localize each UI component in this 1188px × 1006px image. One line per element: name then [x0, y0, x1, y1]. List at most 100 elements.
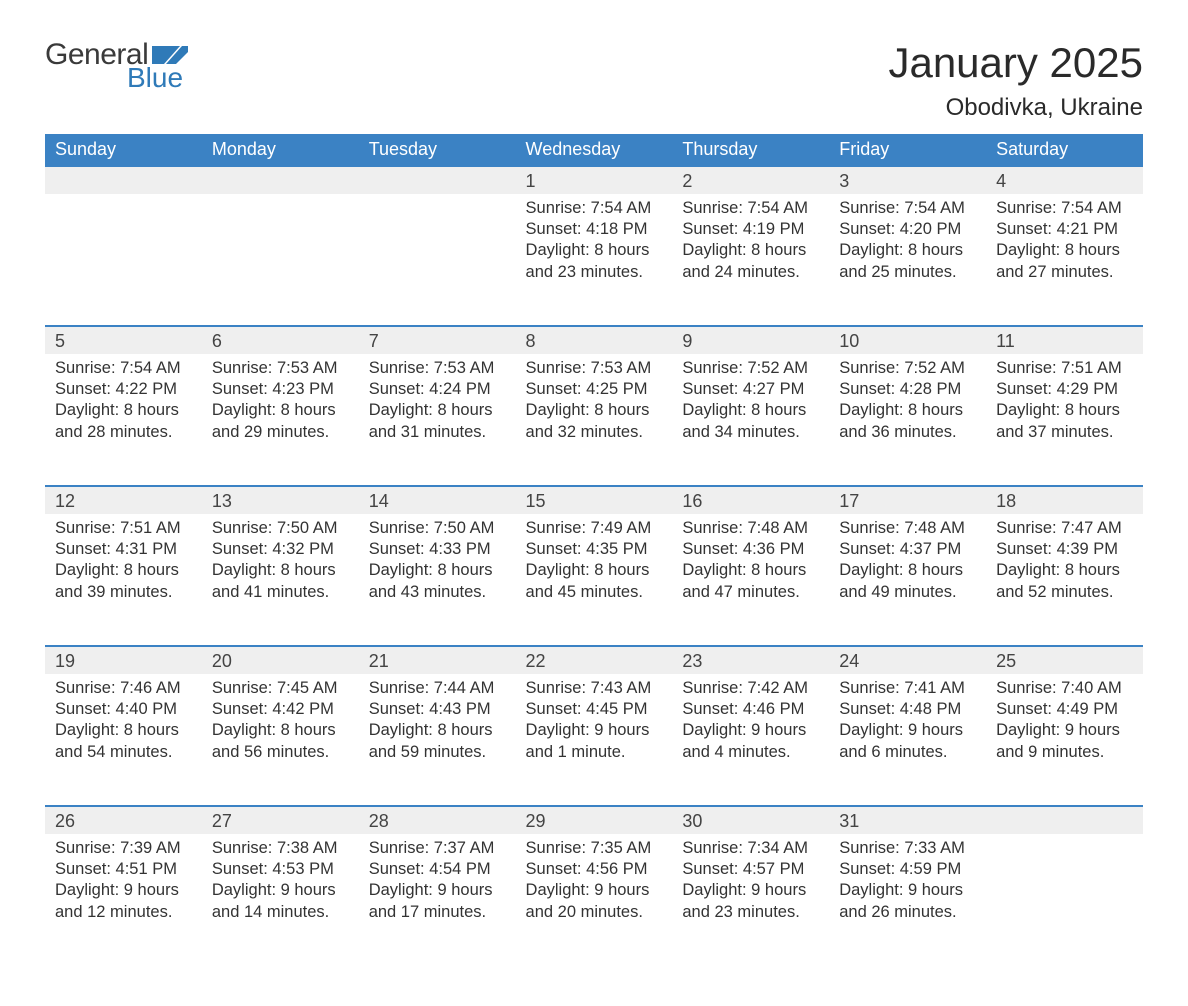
day-number-cell: 7	[359, 326, 516, 354]
day-line: Sunrise: 7:51 AM	[55, 518, 192, 539]
day-line: Daylight: 8 hours	[682, 240, 819, 261]
day-number-cell: 12	[45, 486, 202, 514]
day-line: Daylight: 8 hours	[55, 720, 192, 741]
day-cell: Sunrise: 7:50 AMSunset: 4:32 PMDaylight:…	[202, 514, 359, 646]
day-content: Sunrise: 7:54 AMSunset: 4:20 PMDaylight:…	[829, 194, 986, 290]
day-line: Sunset: 4:22 PM	[55, 379, 192, 400]
day-number-cell: 3	[829, 166, 986, 194]
day-content: Sunrise: 7:52 AMSunset: 4:28 PMDaylight:…	[829, 354, 986, 450]
day-number-cell: 1	[516, 166, 673, 194]
day-number-cell: 2	[672, 166, 829, 194]
day-cell: Sunrise: 7:47 AMSunset: 4:39 PMDaylight:…	[986, 514, 1143, 646]
day-content: Sunrise: 7:52 AMSunset: 4:27 PMDaylight:…	[672, 354, 829, 450]
day-line: and 26 minutes.	[839, 902, 976, 923]
day-cell: Sunrise: 7:51 AMSunset: 4:31 PMDaylight:…	[45, 514, 202, 646]
day-line: Daylight: 8 hours	[526, 240, 663, 261]
day-content: Sunrise: 7:48 AMSunset: 4:36 PMDaylight:…	[672, 514, 829, 610]
day-number-cell: 27	[202, 806, 359, 834]
day-line: Daylight: 8 hours	[212, 720, 349, 741]
day-line: and 23 minutes.	[682, 902, 819, 923]
day-line: Sunrise: 7:41 AM	[839, 678, 976, 699]
day-number-cell: 21	[359, 646, 516, 674]
day-cell: Sunrise: 7:38 AMSunset: 4:53 PMDaylight:…	[202, 834, 359, 966]
day-cell: Sunrise: 7:33 AMSunset: 4:59 PMDaylight:…	[829, 834, 986, 966]
day-line: Daylight: 8 hours	[55, 560, 192, 581]
day-number-cell: 6	[202, 326, 359, 354]
day-line: Sunrise: 7:34 AM	[682, 838, 819, 859]
day-number-cell: 5	[45, 326, 202, 354]
day-line: Sunset: 4:53 PM	[212, 859, 349, 880]
day-line: and 59 minutes.	[369, 742, 506, 763]
day-number-cell: 26	[45, 806, 202, 834]
day-content: Sunrise: 7:54 AMSunset: 4:18 PMDaylight:…	[516, 194, 673, 290]
day-number-cell: 22	[516, 646, 673, 674]
day-number-cell	[986, 806, 1143, 834]
day-cell: Sunrise: 7:37 AMSunset: 4:54 PMDaylight:…	[359, 834, 516, 966]
day-line: and 24 minutes.	[682, 262, 819, 283]
day-line: Sunset: 4:42 PM	[212, 699, 349, 720]
day-line: and 29 minutes.	[212, 422, 349, 443]
day-number-cell: 24	[829, 646, 986, 674]
day-content: Sunrise: 7:51 AMSunset: 4:29 PMDaylight:…	[986, 354, 1143, 450]
day-cell: Sunrise: 7:43 AMSunset: 4:45 PMDaylight:…	[516, 674, 673, 806]
day-line: Sunset: 4:46 PM	[682, 699, 819, 720]
day-number-cell: 11	[986, 326, 1143, 354]
day-line: Sunrise: 7:42 AM	[682, 678, 819, 699]
day-line: Sunrise: 7:40 AM	[996, 678, 1133, 699]
day-number-cell	[359, 166, 516, 194]
day-line: and 17 minutes.	[369, 902, 506, 923]
day-line: Sunrise: 7:50 AM	[369, 518, 506, 539]
day-line: and 12 minutes.	[55, 902, 192, 923]
day-cell: Sunrise: 7:50 AMSunset: 4:33 PMDaylight:…	[359, 514, 516, 646]
day-line: Daylight: 8 hours	[839, 240, 976, 261]
day-line: and 9 minutes.	[996, 742, 1133, 763]
day-cell: Sunrise: 7:54 AMSunset: 4:20 PMDaylight:…	[829, 194, 986, 326]
page-header: General Blue January 2025 Obodivka, Ukra…	[45, 40, 1143, 122]
day-line: Sunset: 4:39 PM	[996, 539, 1133, 560]
day-content: Sunrise: 7:44 AMSunset: 4:43 PMDaylight:…	[359, 674, 516, 770]
day-cell: Sunrise: 7:51 AMSunset: 4:29 PMDaylight:…	[986, 354, 1143, 486]
day-content: Sunrise: 7:45 AMSunset: 4:42 PMDaylight:…	[202, 674, 359, 770]
day-line: Daylight: 9 hours	[526, 880, 663, 901]
day-line: Sunset: 4:36 PM	[682, 539, 819, 560]
day-number-cell: 8	[516, 326, 673, 354]
day-cell: Sunrise: 7:54 AMSunset: 4:22 PMDaylight:…	[45, 354, 202, 486]
day-line: Daylight: 8 hours	[682, 560, 819, 581]
day-line: Sunrise: 7:53 AM	[526, 358, 663, 379]
day-content: Sunrise: 7:40 AMSunset: 4:49 PMDaylight:…	[986, 674, 1143, 770]
day-line: and 49 minutes.	[839, 582, 976, 603]
day-line: Sunrise: 7:35 AM	[526, 838, 663, 859]
day-header: Tuesday	[359, 134, 516, 166]
day-content: Sunrise: 7:41 AMSunset: 4:48 PMDaylight:…	[829, 674, 986, 770]
day-line: Sunrise: 7:43 AM	[526, 678, 663, 699]
day-line: Sunrise: 7:54 AM	[55, 358, 192, 379]
day-line: and 28 minutes.	[55, 422, 192, 443]
day-line: Daylight: 8 hours	[682, 400, 819, 421]
day-line: Sunrise: 7:38 AM	[212, 838, 349, 859]
day-number-cell: 20	[202, 646, 359, 674]
day-number-cell: 28	[359, 806, 516, 834]
day-line: Sunrise: 7:48 AM	[839, 518, 976, 539]
day-content: Sunrise: 7:49 AMSunset: 4:35 PMDaylight:…	[516, 514, 673, 610]
day-line: Sunrise: 7:48 AM	[682, 518, 819, 539]
day-content: Sunrise: 7:54 AMSunset: 4:22 PMDaylight:…	[45, 354, 202, 450]
day-number-cell: 17	[829, 486, 986, 514]
day-line: Sunrise: 7:51 AM	[996, 358, 1133, 379]
day-line: Sunset: 4:43 PM	[369, 699, 506, 720]
day-content: Sunrise: 7:53 AMSunset: 4:23 PMDaylight:…	[202, 354, 359, 450]
day-header: Saturday	[986, 134, 1143, 166]
day-content: Sunrise: 7:50 AMSunset: 4:32 PMDaylight:…	[202, 514, 359, 610]
day-line: and 31 minutes.	[369, 422, 506, 443]
day-header: Friday	[829, 134, 986, 166]
day-cell: Sunrise: 7:54 AMSunset: 4:21 PMDaylight:…	[986, 194, 1143, 326]
day-line: Sunset: 4:49 PM	[996, 699, 1133, 720]
day-cell: Sunrise: 7:41 AMSunset: 4:48 PMDaylight:…	[829, 674, 986, 806]
day-line: Sunset: 4:23 PM	[212, 379, 349, 400]
day-line: and 47 minutes.	[682, 582, 819, 603]
brand-logo: General Blue	[45, 40, 188, 92]
day-line: Sunrise: 7:45 AM	[212, 678, 349, 699]
day-line: Sunset: 4:37 PM	[839, 539, 976, 560]
day-line: Daylight: 8 hours	[526, 400, 663, 421]
day-line: Daylight: 8 hours	[526, 560, 663, 581]
day-line: and 1 minute.	[526, 742, 663, 763]
